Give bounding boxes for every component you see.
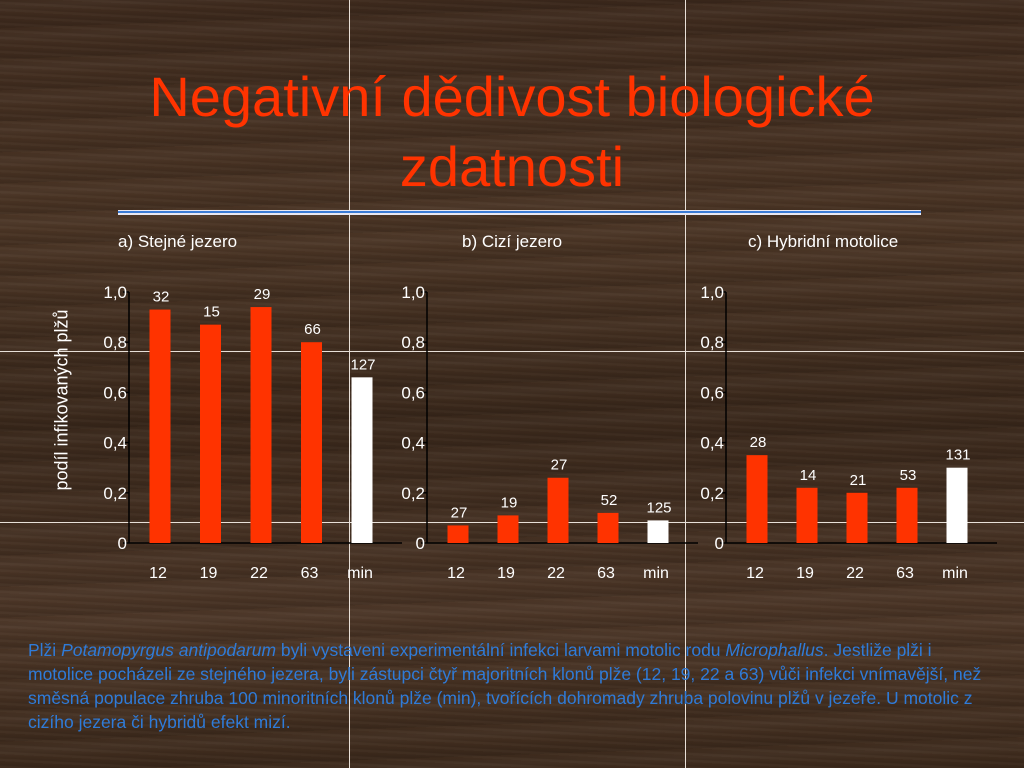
chart-b-bar-label: 125: [646, 499, 671, 516]
title-underline: [118, 210, 921, 215]
chart-a-y-tick-label: 1,0: [103, 283, 127, 302]
chart-c-bar: [896, 487, 918, 543]
chart-c-y-tick-label: 0,2: [700, 484, 724, 503]
chart-a-title: a) Stejné jezero: [118, 232, 238, 251]
caption-text-2: byli vystaveni experimentální infekci la…: [276, 640, 726, 660]
chart-b-y-tick-label: 0,6: [401, 383, 425, 402]
guide-line-horizontal-top: [0, 351, 1024, 352]
caption-species: Potamopyrgus antipodarum: [61, 640, 277, 660]
guide-line-vertical-right: [685, 0, 686, 768]
chart-a-bar-label: 15: [203, 304, 220, 321]
chart-a-x-tick-label: 12: [149, 565, 167, 582]
chart-a-y-tick-label: 0,6: [103, 383, 127, 402]
chart-c-x-tick-label: min: [942, 565, 968, 582]
chart-a-x-tick-label: 22: [250, 565, 268, 582]
chart-c-bar: [746, 455, 768, 543]
chart-a-bar-label: 32: [153, 289, 170, 306]
chart-a-x-tick-label: 19: [200, 565, 218, 582]
chart-a-bar: [200, 324, 221, 543]
chart-c-bar: [946, 467, 968, 543]
chart-a-bar-label: 29: [254, 286, 271, 303]
chart-b-bar-label: 27: [551, 457, 568, 474]
chart-b-y-tick-label: 0,2: [401, 484, 425, 503]
chart-c-y-tick-label: 1,0: [700, 283, 724, 302]
chart-c-bar: [846, 492, 868, 543]
chart-b-bar: [497, 515, 519, 543]
chart-a-x-tick-label: min: [347, 565, 373, 582]
caption-text-1: Plži: [28, 640, 62, 660]
chart-c-y-tick-label: 0: [715, 534, 724, 553]
chart-c-bar: [796, 487, 818, 543]
chart-b-x-tick-label: 63: [597, 565, 615, 582]
chart-b-title: b) Cizí jezero: [462, 232, 563, 251]
chart-b-bar-label: 52: [601, 492, 618, 509]
caption: Plži Potamopyrgus antipodarum byli vysta…: [28, 638, 988, 734]
chart-b-bar: [547, 477, 569, 543]
chart-b-y-tick-label: 0,8: [401, 333, 425, 352]
chart-c-title: c) Hybridní motolice: [748, 232, 899, 251]
chart-a-x-tick-label: 63: [301, 565, 319, 582]
chart-b-x-tick-label: 12: [447, 565, 465, 582]
chart-b-x-tick-label: min: [643, 565, 669, 582]
caption-genus: Microphallus: [725, 640, 824, 660]
chart-b-bar-label: 19: [501, 494, 518, 511]
chart-a-y-tick-label: 0,8: [103, 333, 127, 352]
chart-b-x-tick-label: 19: [497, 565, 515, 582]
chart-b-bar: [447, 525, 469, 543]
chart-c-y-tick-label: 0,8: [700, 333, 724, 352]
chart-a-y-tick-label: 0: [118, 534, 127, 553]
chart-c-x-tick-label: 12: [746, 565, 764, 582]
chart-c-bar-label: 21: [850, 472, 867, 489]
chart-a-bar: [301, 342, 322, 543]
chart-b-x-tick-label: 22: [547, 565, 565, 582]
caption-text-3: . Jestliže plži i motolice pocházeli ze …: [28, 640, 982, 732]
chart-c-bar-label: 28: [750, 434, 767, 451]
chart-c-bar-label: 131: [945, 447, 970, 464]
chart-b-y-tick-label: 1,0: [401, 283, 425, 302]
chart-c-y-tick-label: 0,6: [700, 383, 724, 402]
guide-line-vertical-left: [349, 0, 350, 768]
chart-c-x-tick-label: 22: [846, 565, 864, 582]
chart-a-bar: [149, 309, 171, 543]
chart-c-x-tick-label: 19: [796, 565, 814, 582]
chart-a-bar-label: 66: [304, 321, 321, 338]
chart-a-bar: [351, 377, 373, 543]
chart-b-y-tick-label: 0: [416, 534, 425, 553]
chart-a-bar-label: 127: [350, 356, 375, 373]
chart-c-bar-label: 53: [900, 467, 917, 484]
chart-b-bar: [647, 520, 669, 543]
chart-c-bar-label: 14: [800, 467, 817, 484]
chart-b-bar-label: 27: [451, 504, 468, 521]
chart-a-bar: [250, 307, 272, 543]
chart-a-y-tick-label: 0,2: [103, 484, 127, 503]
chart-a-y-tick-label: 0,4: [103, 434, 127, 453]
chart-b-y-tick-label: 0,4: [401, 434, 425, 453]
chart-b-bar: [597, 512, 619, 543]
slide-title: Negativní dědivost biologické zdatnosti: [149, 65, 875, 198]
chart-c-x-tick-label: 63: [896, 565, 914, 582]
chart-c-y-tick-label: 0,4: [700, 434, 724, 453]
